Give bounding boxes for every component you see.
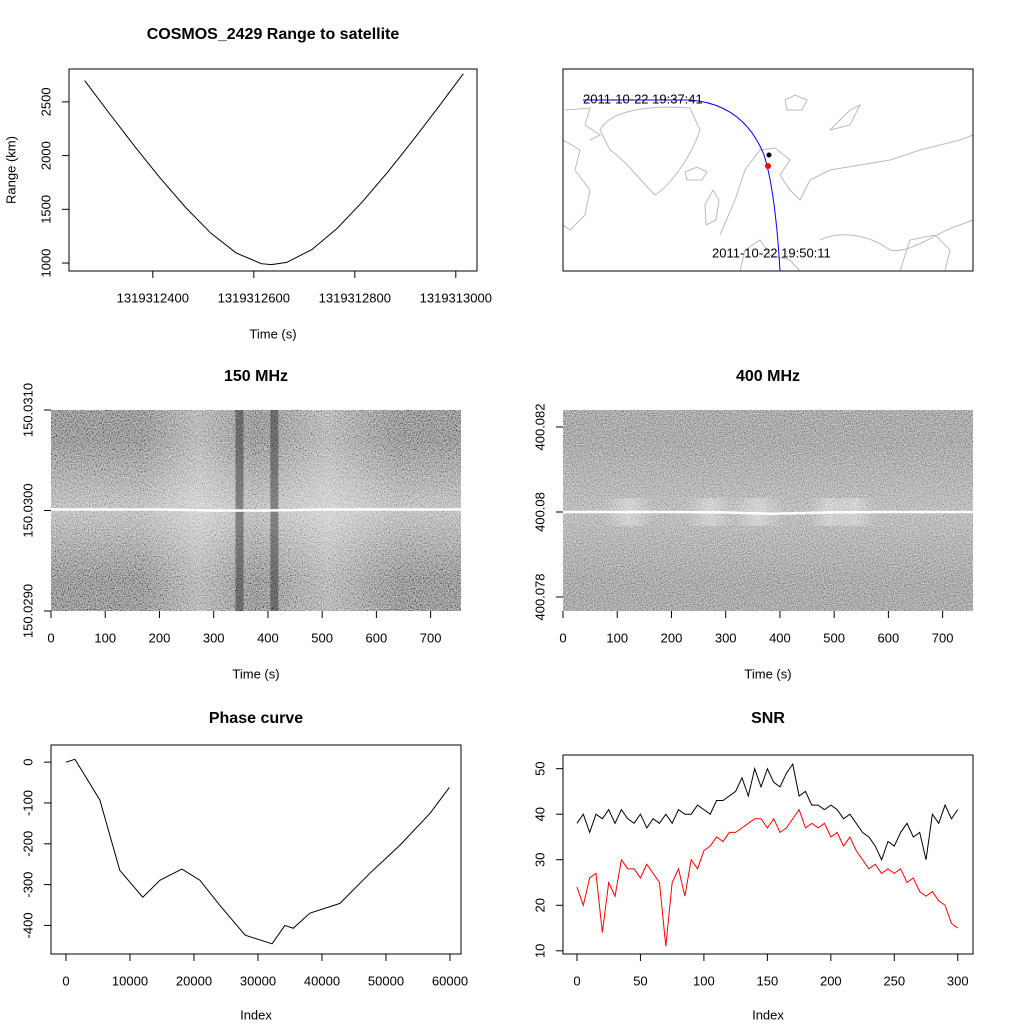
- x-axis-label: Time (s): [744, 666, 791, 681]
- x-tick-label: 100: [693, 973, 715, 988]
- plot-frame: [562, 754, 974, 955]
- y-tick-label: -200: [20, 831, 35, 857]
- panel-title: SNR: [751, 710, 785, 727]
- x-tick-label: 60000: [432, 973, 468, 988]
- plot-frame: [562, 68, 974, 272]
- coastline: [828, 103, 862, 131]
- x-tick-label: 1319312600: [218, 290, 290, 305]
- satellite-marker: [765, 163, 771, 169]
- x-tick-label: 1319313000: [420, 290, 492, 305]
- x-tick-label: 150: [757, 973, 779, 988]
- x-tick-label: 20000: [176, 973, 212, 988]
- x-tick-label: 0: [47, 630, 54, 645]
- coastline: [899, 234, 951, 271]
- coastline: [564, 107, 601, 141]
- x-tick-label: 200: [149, 630, 171, 645]
- y-tick-label: 30: [532, 853, 547, 867]
- x-tick-label: 250: [883, 973, 905, 988]
- data-line: [576, 762, 959, 862]
- plot-frame: [68, 68, 478, 272]
- carrier-line: [563, 510, 973, 515]
- x-tick-label: 500: [823, 630, 845, 645]
- y-tick-label: 20: [532, 898, 547, 912]
- y-tick-label: 0: [20, 759, 35, 766]
- data-line: [84, 73, 464, 266]
- x-tick-label: 500: [311, 630, 333, 645]
- x-tick-label: 10000: [112, 973, 148, 988]
- data-line: [576, 808, 959, 947]
- y-tick-label: 1500: [38, 195, 53, 224]
- y-axis-label: Range (km): [3, 136, 18, 204]
- coastline: [563, 139, 591, 231]
- panel-title: 150 MHz: [224, 368, 288, 385]
- x-tick-label: 40000: [304, 973, 340, 988]
- x-tick-label: 300: [715, 630, 737, 645]
- x-tick-label: 300: [203, 630, 225, 645]
- coastline: [704, 188, 720, 226]
- x-tick-label: 0: [573, 973, 580, 988]
- coastline: [684, 166, 708, 181]
- y-tick-label: 40: [532, 807, 547, 821]
- y-tick-label: -400: [20, 912, 35, 938]
- x-tick-label: 0: [62, 973, 69, 988]
- map: [563, 94, 973, 271]
- y-tick-label: 1000: [38, 249, 53, 278]
- y-tick-label: 400.08: [532, 492, 547, 532]
- y-tick-label: 50: [532, 761, 547, 775]
- x-axis-label: Time (s): [232, 666, 279, 681]
- panel-title: Phase curve: [209, 710, 303, 727]
- y-tick-label: 150.0290: [20, 584, 35, 638]
- x-tick-label: 300: [947, 973, 969, 988]
- panel-title: COSMOS_2429 Range to satellite: [147, 26, 400, 43]
- y-tick-label: 150.0310: [20, 383, 35, 437]
- coastline: [739, 239, 801, 271]
- x-axis-label: Index: [240, 1007, 272, 1022]
- y-tick-label: 400.078: [532, 573, 547, 620]
- observer-marker: [765, 151, 773, 159]
- x-tick-label: 30000: [240, 973, 276, 988]
- x-tick-label: 400: [769, 630, 791, 645]
- x-tick-label: 200: [820, 973, 842, 988]
- x-axis-label: Time (s): [249, 326, 296, 341]
- x-axis-label: Index: [752, 1007, 784, 1022]
- data-line: [65, 758, 450, 945]
- x-tick-label: 700: [420, 630, 442, 645]
- x-tick-label: 600: [878, 630, 900, 645]
- x-tick-label: 400: [257, 630, 279, 645]
- panel-title: 400 MHz: [736, 368, 800, 385]
- x-tick-label: 50: [633, 973, 647, 988]
- x-tick-label: 0: [559, 630, 566, 645]
- y-tick-label: 400.082: [532, 403, 547, 450]
- x-tick-label: 100: [606, 630, 628, 645]
- spectrogram: [563, 410, 973, 611]
- track-end-label: 2011-10-22 19:50:11: [712, 245, 831, 260]
- carrier-line: [51, 508, 461, 512]
- x-tick-label: 100: [94, 630, 116, 645]
- x-tick-label: 700: [932, 630, 954, 645]
- plot-frame: [50, 744, 462, 955]
- y-tick-label: 150.0300: [20, 483, 35, 537]
- y-tick-label: 10: [532, 944, 547, 958]
- coastline: [819, 219, 973, 252]
- y-tick-label: 2500: [38, 87, 53, 116]
- track-start-label: 2011-10-22 19:37:41: [583, 91, 703, 106]
- x-tick-label: 1319312800: [319, 290, 391, 305]
- coastline: [784, 94, 808, 111]
- y-tick-label: -100: [20, 790, 35, 816]
- x-tick-label: 600: [366, 630, 388, 645]
- satellite-track: [583, 99, 781, 271]
- x-tick-label: 50000: [368, 973, 404, 988]
- y-tick-label: 2000: [38, 141, 53, 170]
- y-tick-label: -300: [20, 872, 35, 898]
- coastline: [599, 106, 701, 196]
- x-tick-label: 200: [661, 630, 683, 645]
- x-tick-label: 1319312400: [117, 290, 189, 305]
- coastline: [719, 134, 973, 236]
